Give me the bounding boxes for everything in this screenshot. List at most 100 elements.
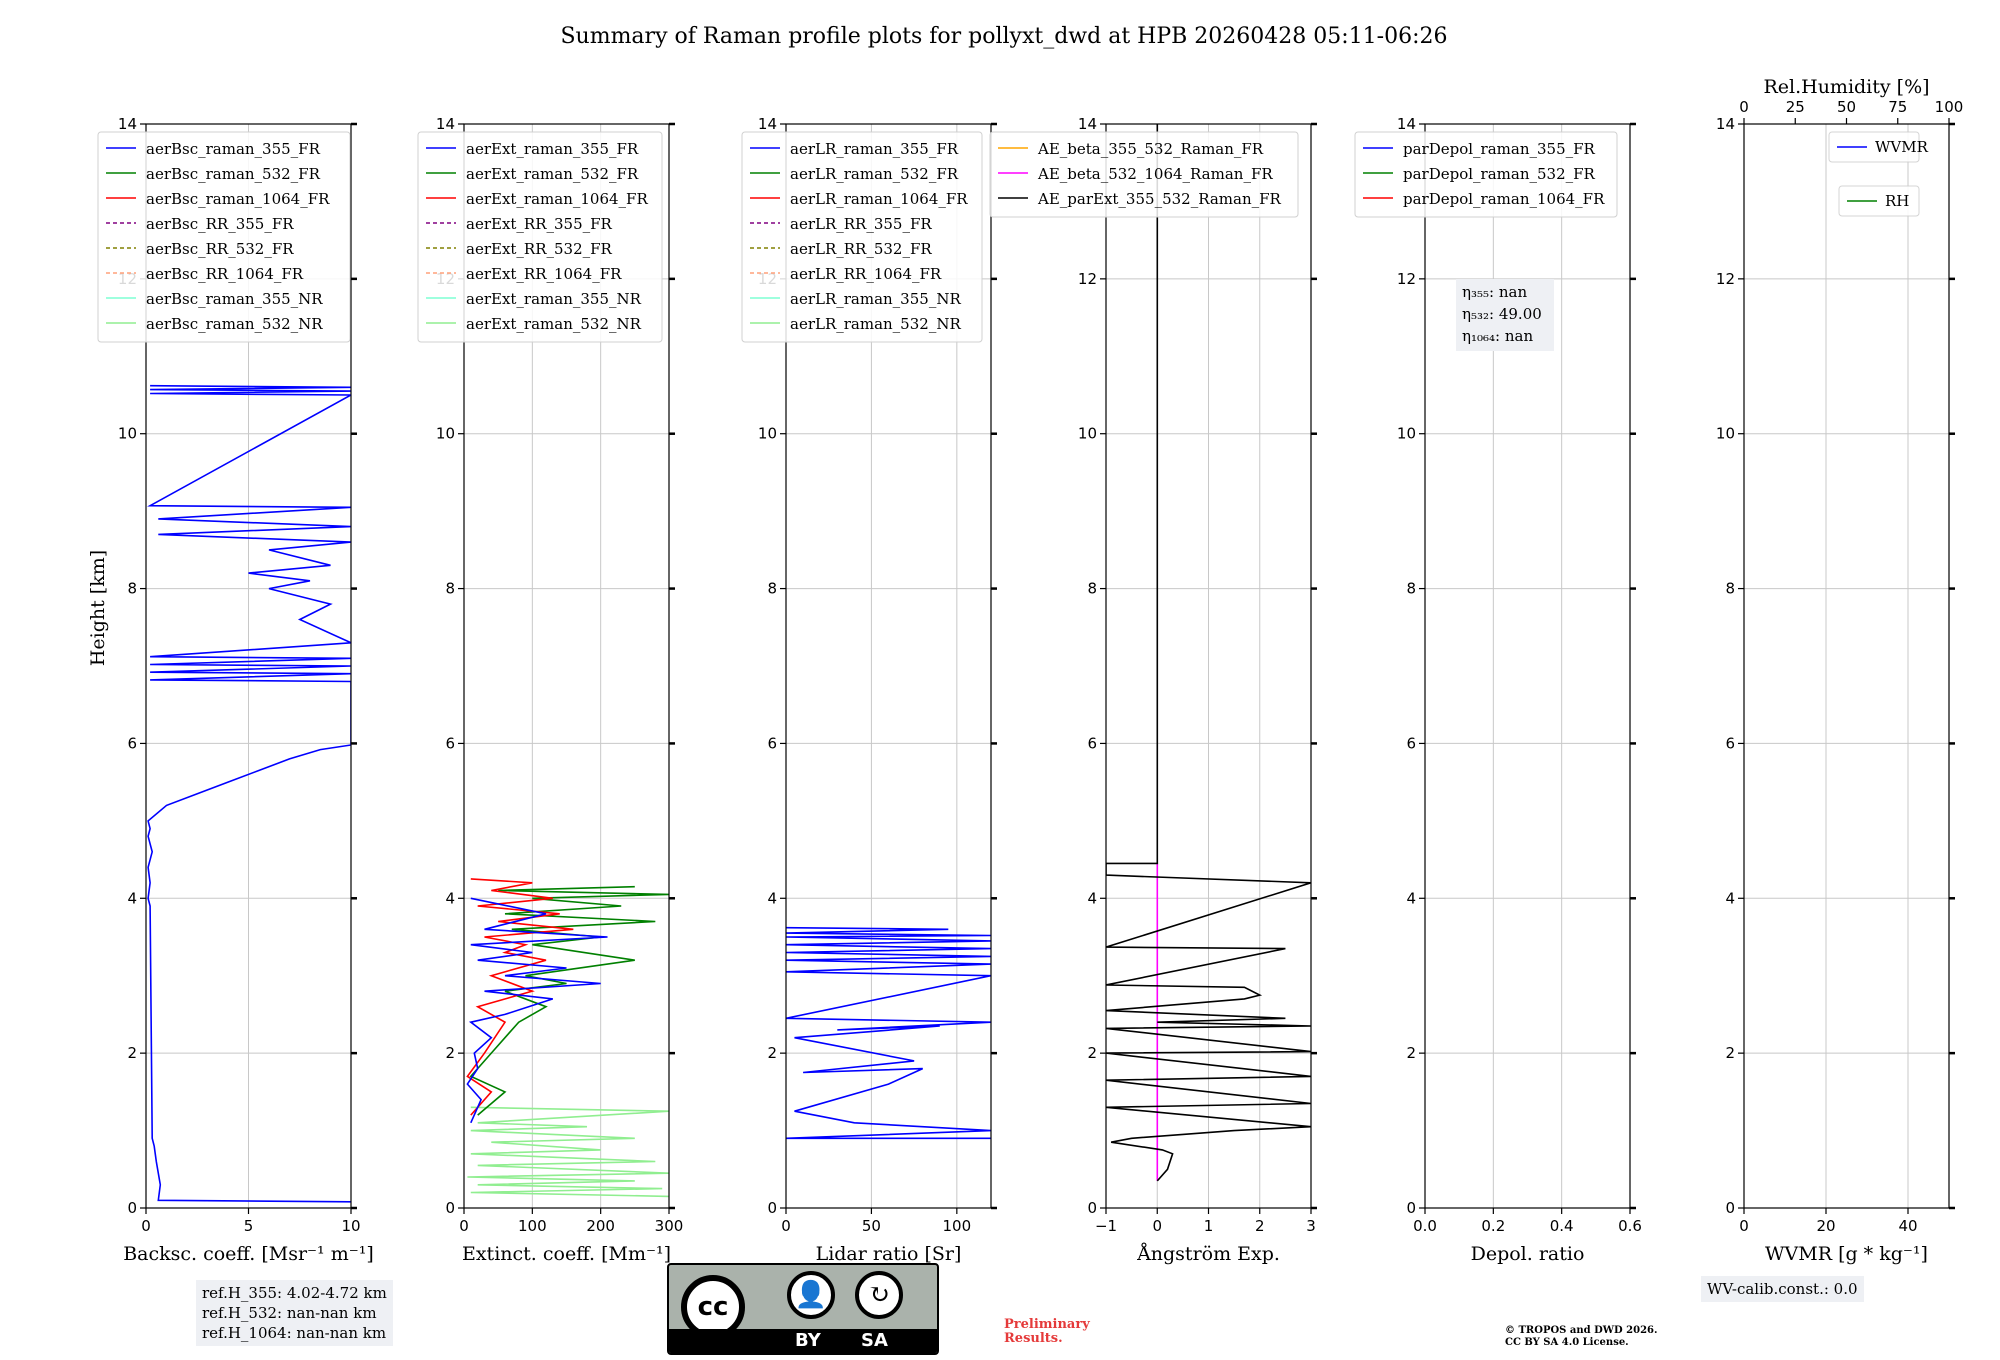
series-line-AE_parExt_355_532_Raman_FR [1106,124,1311,1182]
legend-entry-aerLR_raman_1064_FR: aerLR_raman_1064_FR [790,190,968,208]
legend: WVMR RH [1828,131,1929,217]
y-tick-label: 14 [758,115,777,133]
figure-title: Summary of Raman profile plots for polly… [560,24,1447,49]
x-tick-label: 300 [655,1217,684,1235]
y-tick-label: 12 [1078,270,1097,288]
x-tick-label: 0.2 [1481,1217,1505,1235]
legend-entry-aerLR_raman_355_NR: aerLR_raman_355_NR [790,290,961,308]
y-tick-label: 8 [127,580,137,598]
legend-box [97,131,351,343]
axes-frame [785,123,992,1209]
x-tick-label: 0.0 [1413,1217,1437,1235]
series-line-aerLR_raman_355_FR [786,926,991,1140]
preliminary-line-2: Results. [1004,1331,1063,1346]
preliminary-results-note: Preliminary Results. [1004,1318,1090,1346]
x-tick-label: 3 [1306,1217,1316,1235]
y-tick-label: 4 [445,889,455,907]
legend-entry-WVMR: WVMR [1875,138,1929,156]
legend-entry-aerExt_raman_355_NR: aerExt_raman_355_NR [466,290,642,308]
x-tick-label: 0 [781,1217,791,1235]
y-tick-label: 10 [436,425,455,443]
x-tick-label: 5 [244,1217,254,1235]
eta-annotation-box [1456,279,1554,351]
y-tick-label: 6 [1087,734,1097,752]
y-tick-label: 0 [127,1199,137,1217]
legend-entry-aerExt_RR_355_FR: aerExt_RR_355_FR [466,215,613,233]
x-tick-label: 0 [1739,1217,1749,1235]
legend-box [1828,131,1920,163]
axes-frame [1743,123,1950,1209]
y-tick-label: 14 [1397,115,1416,133]
x-tick-label: 0 [141,1217,151,1235]
x-tick-label: 0.4 [1550,1217,1574,1235]
ref-height-532: ref.H_532: nan-nan km [202,1304,377,1322]
legend-entry-aerBsc_raman_532_NR: aerBsc_raman_532_NR [146,315,323,333]
legend-entry-parDepol_raman_532_FR: parDepol_raman_532_FR [1403,165,1596,183]
ref-height-355: ref.H_355: 4.02-4.72 km [202,1284,387,1302]
x-tick-label: 1 [1204,1217,1214,1235]
y-tick-label: 12 [1397,270,1416,288]
legend-entry-aerLR_RR_1064_FR: aerLR_RR_1064_FR [790,265,942,283]
top-x-tick-label: 75 [1888,98,1907,116]
x-tick-label: 0 [459,1217,469,1235]
top-x-tick-label: 50 [1837,98,1856,116]
legend-entry-aerLR_raman_532_FR: aerLR_raman_532_FR [790,165,959,183]
y-tick-label: 14 [1716,115,1735,133]
series-line-aerExt_raman_1064_FR [466,878,574,1116]
license-bar [669,1329,937,1353]
legend-entry-parDepol_raman_1064_FR: parDepol_raman_1064_FR [1403,190,1605,208]
legend: aerLR_raman_355_FR aerLR_raman_532_FR aerL… [741,131,983,343]
y-tick-label: 6 [127,734,137,752]
series-line-aerBsc_raman_355_FR [147,384,351,1203]
x-tick-label: −1 [1095,1217,1117,1235]
legend-box [989,131,1299,218]
y-tick-label: 4 [1087,889,1097,907]
x-tick-label: 50 [862,1217,881,1235]
legend-entry-AE_beta_532_1064_Raman_FR: AE_beta_532_1064_Raman_FR [1037,165,1273,183]
copyright-line-1: © TROPOS and DWD 2026. [1505,1325,1658,1336]
legend-entry-aerBsc_RR_532_FR: aerBsc_RR_532_FR [146,240,294,258]
y-tick-label: 12 [1716,270,1735,288]
legend-box [1354,131,1618,218]
legend-entry-RH: RH [1885,192,1909,210]
panel-2: 024681012140100200300Extinct. coeff. [Mm… [417,115,684,1265]
legend-entry-aerExt_raman_355_FR: aerExt_raman_355_FR [466,140,639,158]
x-tick-label: 40 [1898,1217,1917,1235]
axes-frame [463,123,670,1209]
x-tick-label: 0.6 [1618,1217,1642,1235]
y-tick-label: 10 [1397,425,1416,443]
y-tick-label: 0 [1725,1199,1735,1217]
y-tick-label: 2 [1406,1044,1416,1062]
y-tick-label: 0 [1087,1199,1097,1217]
eta-annotation-line: η₁₀₆₄: nan [1462,327,1533,345]
legend-entry-aerBsc_raman_1064_FR: aerBsc_raman_1064_FR [146,190,330,208]
y-tick-label: 6 [445,734,455,752]
y-tick-label: 2 [127,1044,137,1062]
legend-entry-aerExt_raman_532_FR: aerExt_raman_532_FR [466,165,639,183]
cc-logo-icon: cc [681,1275,745,1339]
x-axis-label: Extinct. coeff. [Mm⁻¹] [462,1243,671,1265]
y-tick-label: 2 [1087,1044,1097,1062]
x-axis-label: Depol. ratio [1471,1243,1585,1265]
legend-entry-AE_parExt_355_532_Raman_FR: AE_parExt_355_532_Raman_FR [1037,190,1282,208]
top-x-tick-label: 100 [1935,98,1964,116]
y-tick-label: 8 [1725,580,1735,598]
y-tick-label: 8 [1087,580,1097,598]
legend: aerExt_raman_355_FR aerExt_raman_532_FRae… [417,131,663,343]
ref-height-1064: ref.H_1064: nan-nan km [202,1324,387,1342]
legend-entry-aerBsc_RR_1064_FR: aerBsc_RR_1064_FR [146,265,304,283]
y-tick-label: 6 [767,734,777,752]
y-tick-label: 0 [1406,1199,1416,1217]
reference-height-box: ref.H_355: 4.02-4.72 km ref.H_532: nan-n… [196,1280,393,1346]
top-x-tick-label: 25 [1786,98,1805,116]
share-alike-icon: ↻ [855,1271,903,1319]
y-tick-label: 10 [1716,425,1735,443]
cc-by-sa-license-badge: cc 👤 ↻ BY SA [667,1263,939,1355]
panel-1: 024681012140510Backsc. coeff. [Msr⁻¹ m⁻¹… [97,115,374,1265]
y-tick-label: 6 [1406,734,1416,752]
y-tick-label: 2 [767,1044,777,1062]
y-tick-label: 4 [767,889,777,907]
x-tick-label: 20 [1816,1217,1835,1235]
